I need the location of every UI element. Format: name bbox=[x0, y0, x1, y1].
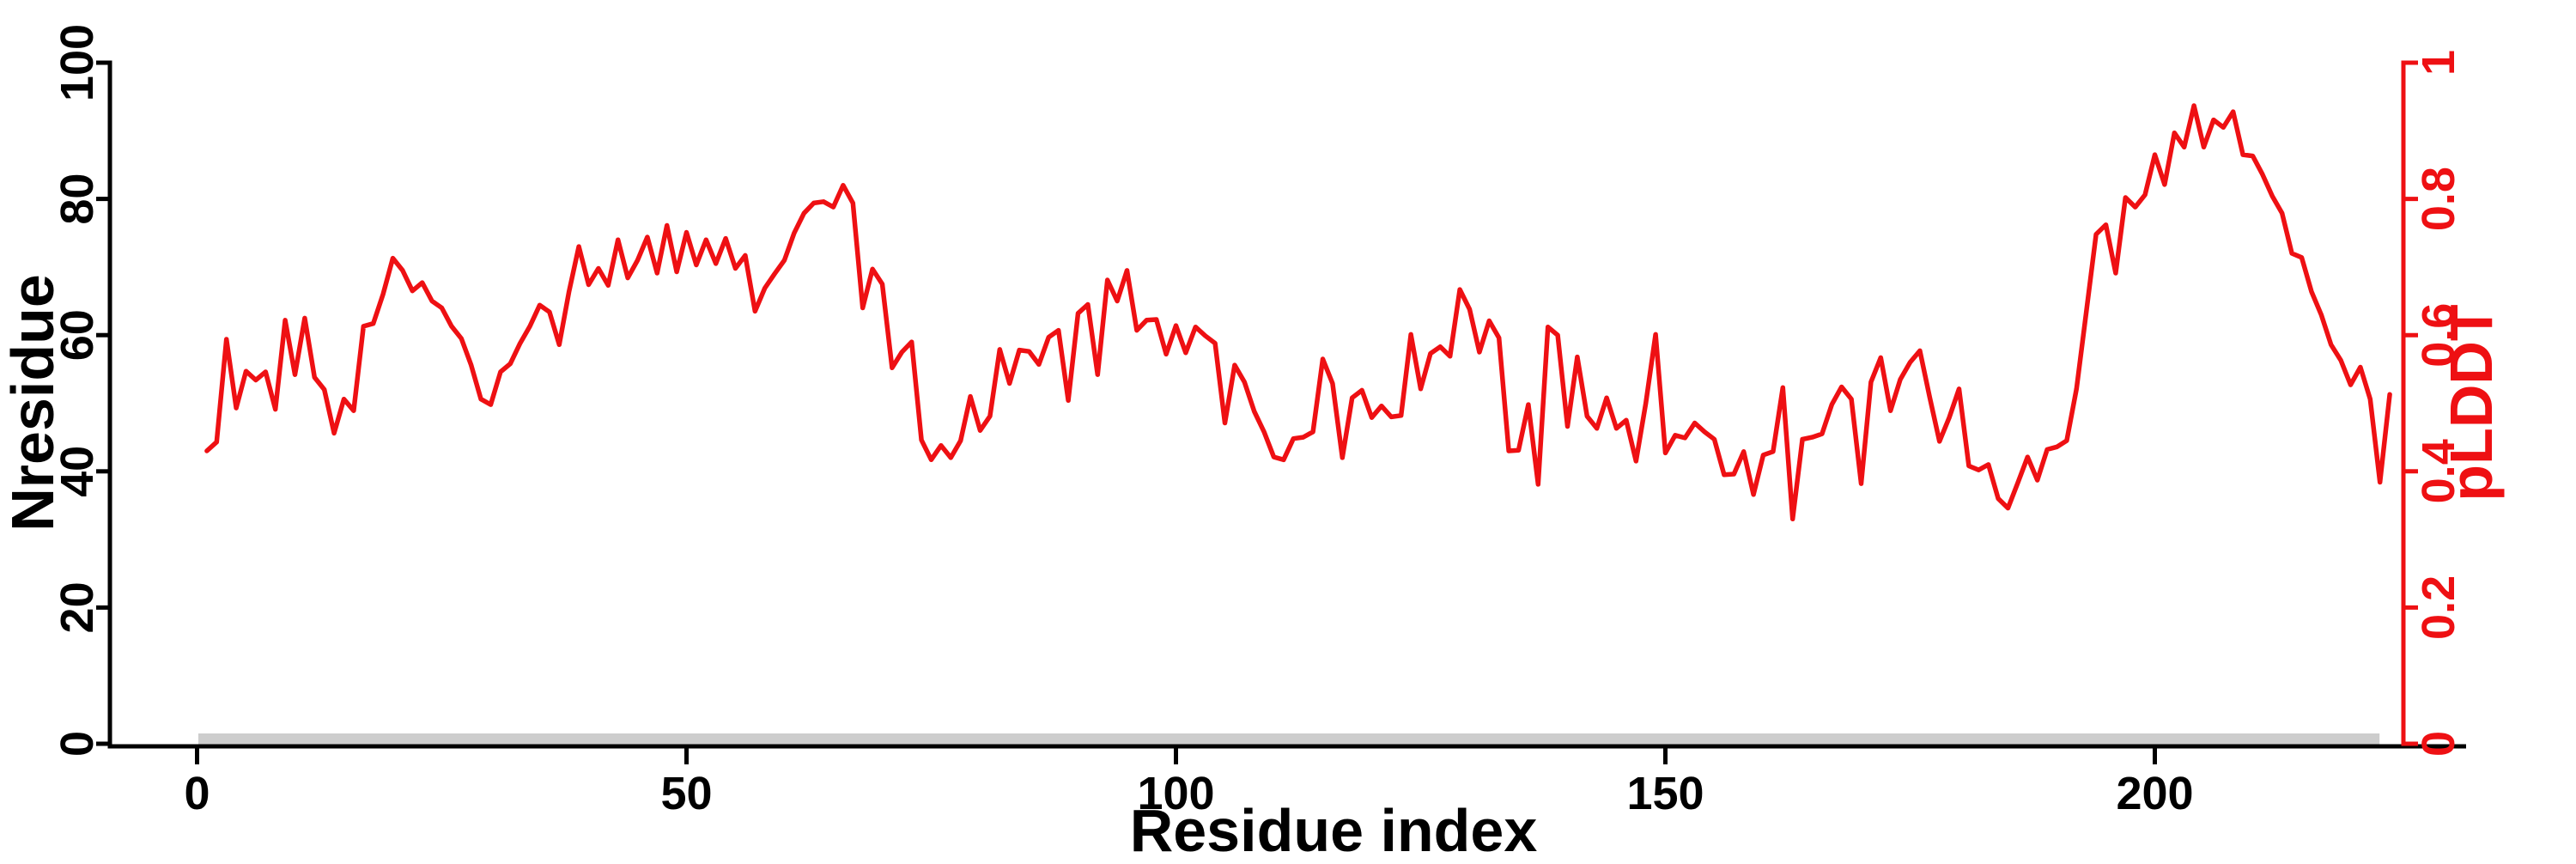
x-axis: 0 50 100 150 200 bbox=[107, 744, 2466, 819]
x-tick-label: 100 bbox=[1137, 768, 1214, 819]
plddt-line bbox=[204, 103, 2392, 522]
coverage-bar bbox=[198, 733, 2380, 746]
x-tick-label: 200 bbox=[2116, 768, 2193, 819]
x-tick-label: 150 bbox=[1626, 768, 1704, 819]
left-tick-label: 80 bbox=[52, 173, 103, 225]
left-tick-label: 0 bbox=[52, 731, 103, 757]
right-axis-title: pLDDT bbox=[2438, 304, 2505, 502]
right-tick-label: 0.8 bbox=[2413, 167, 2464, 231]
left-tick-label: 40 bbox=[52, 446, 103, 497]
right-tick-label: 0 bbox=[2413, 731, 2464, 757]
x-tick-label: 0 bbox=[184, 768, 210, 819]
left-axis: 0 20 40 60 80 100 bbox=[52, 24, 112, 757]
right-axis: 0 0.2 0.4 0.6 0.8 1 bbox=[2401, 50, 2464, 757]
x-axis-title: Residue index bbox=[1129, 797, 1538, 864]
right-tick-label: 0.4 bbox=[2413, 439, 2464, 503]
left-tick-label: 20 bbox=[52, 581, 103, 633]
right-tick-label: 0.6 bbox=[2413, 303, 2464, 368]
right-tick-label: 1 bbox=[2413, 50, 2464, 76]
left-tick-label: 60 bbox=[52, 309, 103, 361]
left-tick-label: 100 bbox=[52, 24, 103, 101]
x-tick-label: 50 bbox=[660, 768, 712, 819]
right-tick-label: 0.2 bbox=[2413, 575, 2464, 640]
left-axis-title: Nresidue bbox=[0, 274, 66, 532]
